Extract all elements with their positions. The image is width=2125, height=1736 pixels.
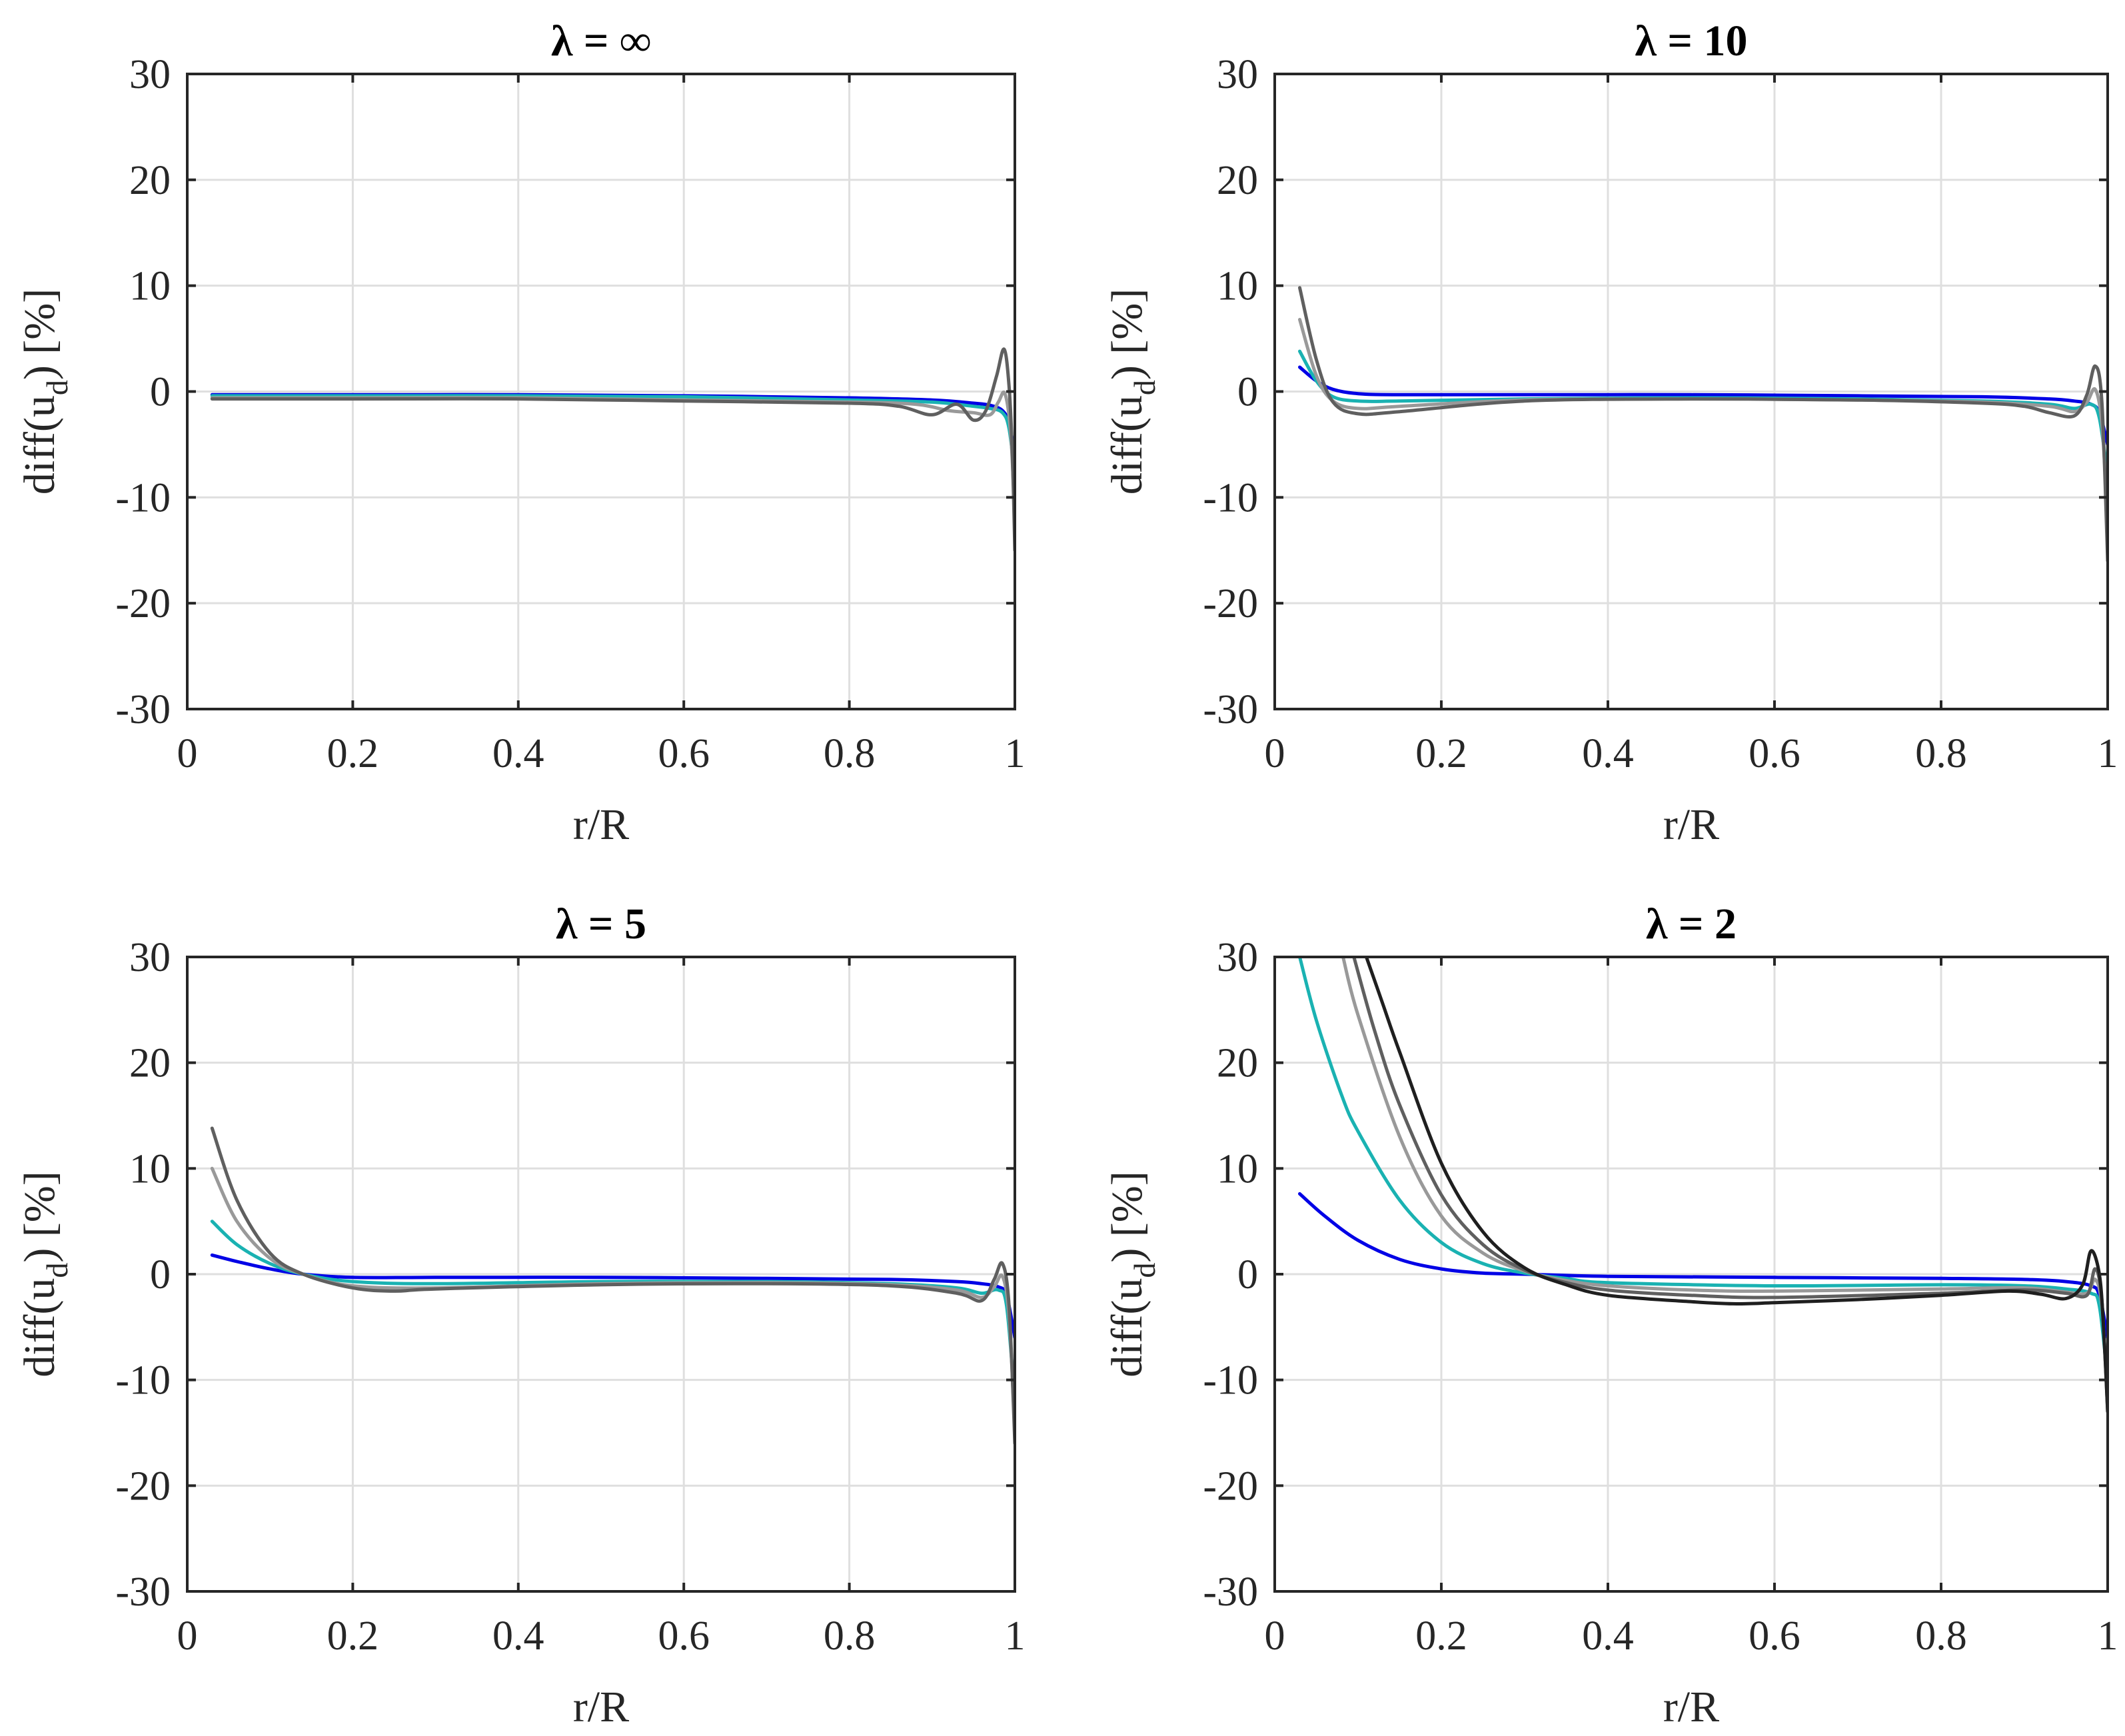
x-tick-label: 1: [1005, 1613, 1026, 1659]
y-tick-label: -10: [1203, 475, 1258, 520]
x-tick-label: 0.8: [824, 1613, 876, 1659]
y-tick-label: -30: [115, 1569, 171, 1615]
panel-title: λ = 10: [1635, 17, 1747, 65]
x-tick-label: 0.8: [824, 731, 876, 776]
series-group: [210, 1126, 1015, 1445]
y-tick-label: -30: [1203, 687, 1258, 732]
series-group: [1298, 286, 2108, 563]
panel-title: λ = 2: [1646, 900, 1737, 948]
panel-title: λ = ∞: [551, 17, 651, 65]
y-tick-label: 10: [1217, 1146, 1258, 1192]
x-tick-label: 0: [177, 1613, 198, 1659]
y-tick-label: 0: [150, 1252, 171, 1298]
y-axis-label: diff(ud) [%]: [1103, 1171, 1161, 1377]
series-line-dark-grey: [210, 1126, 1015, 1445]
series-line-cyan: [210, 394, 1015, 478]
y-axis-label-subscript: d: [1127, 380, 1161, 395]
y-axis-label-end: ) [%]: [1103, 1171, 1151, 1262]
y-tick-label: 0: [1237, 1252, 1258, 1298]
x-tick-label: 0.2: [327, 731, 379, 776]
y-tick-label: -20: [115, 581, 171, 626]
x-tick-label: 0.4: [1582, 731, 1634, 776]
y-tick-label: -20: [1203, 581, 1258, 626]
x-tick-label: 0.8: [1915, 1613, 1967, 1659]
series-line-dark-grey: [210, 347, 1015, 552]
series-line-black: [1365, 956, 2108, 1413]
x-axis-label: r/R: [573, 800, 629, 849]
y-axis-label: diff(ud) [%]: [15, 1171, 74, 1377]
y-tick-label: -20: [115, 1463, 171, 1509]
x-tick-label: 0.4: [492, 731, 544, 776]
y-axis-label-end: ) [%]: [15, 289, 64, 380]
chart-panel-1: 0 0.2 0.4 0.6 0.8 1 -30 -20 -10 0 10 20 30 λ = ∞ r/R di…: [15, 17, 1026, 849]
y-axis-label-main: diff(u: [15, 395, 64, 494]
x-axis-label: r/R: [573, 1683, 629, 1731]
x-tick-label: 0.2: [327, 1613, 379, 1659]
y-tick-label: 30: [1217, 52, 1258, 97]
y-tick-label: 30: [1217, 935, 1258, 980]
y-axis-label-end: ) [%]: [1103, 289, 1151, 380]
y-tick-label: -30: [115, 687, 171, 732]
x-tick-label: 0.2: [1415, 1613, 1467, 1659]
x-tick-label: 0.6: [658, 1613, 710, 1659]
x-tick-label: 0.6: [1749, 1613, 1800, 1659]
y-tick-label: 10: [1217, 264, 1258, 309]
y-axis-label-subscript: d: [40, 1263, 74, 1278]
x-tick-label: 0: [1265, 1613, 1285, 1659]
y-tick-label: -20: [1203, 1463, 1258, 1509]
x-tick-label: 1: [2098, 1613, 2118, 1659]
x-tick-label: 0.6: [1749, 731, 1800, 776]
x-tick-label: 0.8: [1915, 731, 1967, 776]
y-axis-label: diff(ud) [%]: [1103, 289, 1161, 495]
y-tick-label: -10: [1203, 1358, 1258, 1403]
series-line-cyan: [1298, 956, 2108, 1382]
x-axis-label: r/R: [1663, 800, 1719, 849]
x-tick-label: 0: [1265, 731, 1285, 776]
x-tick-label: 1: [2098, 731, 2118, 776]
x-tick-label: 1: [1005, 731, 1026, 776]
y-tick-label: 30: [129, 935, 171, 980]
y-tick-label: 20: [129, 1041, 171, 1086]
y-tick-label: -10: [115, 475, 171, 520]
y-tick-label: 20: [129, 158, 171, 203]
y-tick-label: 0: [150, 370, 171, 415]
x-tick-label: 0.4: [1582, 1613, 1634, 1659]
y-tick-label: 20: [1217, 158, 1258, 203]
panel-title: λ = 5: [556, 900, 646, 948]
y-tick-label: 0: [1237, 370, 1258, 415]
y-axis-label-main: diff(u: [15, 1278, 64, 1377]
y-tick-label: 10: [129, 264, 171, 309]
y-tick-label: -10: [115, 1358, 171, 1403]
y-tick-label: 10: [129, 1146, 171, 1192]
series-line-dark-grey: [1298, 286, 2108, 563]
series-group: [210, 347, 1015, 552]
y-tick-label: 20: [1217, 1041, 1258, 1086]
x-tick-label: 0: [177, 731, 198, 776]
x-tick-label: 0.6: [658, 731, 710, 776]
series-line-dark-grey: [1352, 956, 2108, 1413]
chart-panel-4: 0 0.2 0.4 0.6 0.8 1 -30 -20 -10 0 10 20 30 λ = 2 r/R di…: [1103, 900, 2118, 1731]
y-axis-label-end: ) [%]: [15, 1171, 64, 1262]
series-line-blue: [1298, 365, 2108, 446]
series-group: [1298, 956, 2108, 1413]
y-axis-label-subscript: d: [40, 380, 74, 395]
x-tick-label: 0.2: [1415, 731, 1467, 776]
y-axis-label-subscript: d: [1127, 1263, 1161, 1278]
chart-panel-3: 0 0.2 0.4 0.6 0.8 1 -30 -20 -10 0 10 20 30 λ = 5 r/R di…: [15, 900, 1026, 1731]
series-line-blue: [1298, 1192, 2108, 1339]
y-tick-label: 30: [129, 52, 171, 97]
y-axis-label: diff(ud) [%]: [15, 289, 74, 495]
x-tick-label: 0.4: [492, 1613, 544, 1659]
y-tick-label: -30: [1203, 1569, 1258, 1615]
y-axis-label-main: diff(u: [1103, 1278, 1151, 1377]
chart-panel-2: 0 0.2 0.4 0.6 0.8 1 -30 -20 -10 0 10 20 30 λ = 10 r/R d…: [1103, 17, 2118, 849]
x-axis-label: r/R: [1663, 1683, 1719, 1731]
y-axis-label-main: diff(u: [1103, 395, 1151, 494]
